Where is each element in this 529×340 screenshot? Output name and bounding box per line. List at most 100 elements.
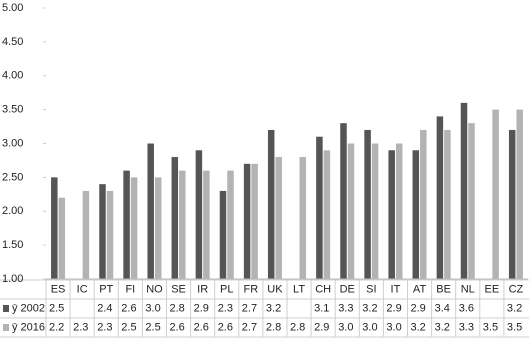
- bar: [58, 197, 66, 279]
- table-value: 2.5: [49, 302, 64, 314]
- bar: [51, 177, 58, 279]
- bar: [130, 177, 138, 279]
- table-value: 3.3: [338, 302, 353, 314]
- bar: [123, 170, 130, 279]
- legend-label: ȳ 2016: [12, 321, 45, 333]
- y-tick-label: 2.00: [2, 205, 23, 217]
- table-value: 2.9: [194, 302, 209, 314]
- y-tick-label: 4.00: [2, 70, 23, 82]
- table-value: 3.0: [362, 321, 377, 333]
- bar: [154, 177, 162, 279]
- table-value: 2.8: [170, 302, 185, 314]
- table-value: 3.4: [435, 302, 450, 314]
- table-value: 2.8: [290, 321, 305, 333]
- x-tick-label: IC: [77, 283, 88, 295]
- bar: [444, 129, 451, 279]
- bar: [203, 170, 210, 279]
- bar: [82, 190, 90, 279]
- bar: [371, 143, 379, 279]
- bar: [347, 143, 355, 279]
- table-value: 2.6: [218, 321, 233, 333]
- bar: [436, 116, 444, 280]
- x-tick-label: CZ: [509, 283, 524, 295]
- bar: [508, 129, 516, 279]
- x-tick-label: UK: [267, 283, 283, 295]
- table-value: 2.8: [266, 321, 281, 333]
- bar: [179, 170, 186, 279]
- x-tick-label: PL: [220, 283, 233, 295]
- legend-swatch: [3, 324, 9, 331]
- bar: [316, 136, 323, 279]
- x-tick-label: CH: [315, 283, 331, 295]
- bar: [243, 163, 251, 279]
- bar: [395, 143, 403, 279]
- table-value: 2.3: [97, 321, 112, 333]
- table-value: 2.7: [242, 321, 257, 333]
- table-value: 3.5: [507, 321, 522, 333]
- table-value: 3.0: [386, 321, 401, 333]
- table-value: 2.9: [386, 302, 401, 314]
- bar: [420, 129, 427, 279]
- y-tick-label: 1.00: [2, 273, 23, 285]
- x-tick-label: PT: [99, 283, 113, 295]
- bar: [412, 150, 420, 279]
- bar: [340, 123, 347, 279]
- y-tick-label: 2.50: [2, 171, 23, 183]
- legend-swatch: [3, 305, 9, 312]
- table-value: 3.2: [411, 321, 426, 333]
- bar: [323, 150, 331, 279]
- table-value: 3.2: [362, 302, 377, 314]
- bar: [147, 143, 154, 279]
- table-value: 2.5: [145, 321, 160, 333]
- y-tick-label: 1.50: [2, 239, 23, 251]
- bar: [219, 190, 227, 279]
- x-tick-label: NO: [146, 283, 163, 295]
- table-value: 2.9: [411, 302, 426, 314]
- table-value: 3.3: [459, 321, 474, 333]
- x-tick-label: FI: [125, 283, 135, 295]
- table-value: 2.7: [242, 302, 257, 314]
- bar: [267, 129, 275, 279]
- y-tick-label: 4.50: [2, 36, 23, 48]
- bar: [299, 157, 307, 279]
- table-value: 3.0: [338, 321, 353, 333]
- table-value: 3.2: [435, 321, 450, 333]
- x-tick-label: DE: [340, 283, 355, 295]
- x-tick-label: IT: [391, 283, 401, 295]
- bar: [99, 184, 106, 279]
- bar: [251, 163, 258, 279]
- x-tick-label: EE: [485, 283, 500, 295]
- bar: [106, 190, 114, 279]
- table-value: 3.0: [145, 302, 160, 314]
- y-tick-label: 3.50: [2, 104, 23, 116]
- bar: [460, 102, 468, 279]
- table-value: 2.4: [97, 302, 112, 314]
- x-tick-label: BE: [436, 283, 451, 295]
- table-value: 2.9: [314, 321, 329, 333]
- y-tick-label: 3.00: [2, 137, 23, 149]
- table-value: 2.6: [194, 321, 209, 333]
- x-tick-label: FR: [244, 283, 259, 295]
- bar: [364, 129, 371, 279]
- x-tick-label: AT: [413, 283, 427, 295]
- x-tick-label: IR: [197, 283, 208, 295]
- x-tick-label: SE: [171, 283, 186, 295]
- table-value: 2.3: [73, 321, 88, 333]
- table-value: 3.5: [483, 321, 498, 333]
- x-tick-label: ES: [51, 283, 66, 295]
- table-value: 3.2: [507, 302, 522, 314]
- table-value: 3.2: [266, 302, 281, 314]
- table-value: 2.6: [121, 302, 136, 314]
- bar: [468, 123, 475, 279]
- table-value: 2.6: [170, 321, 185, 333]
- x-tick-label: LT: [293, 283, 305, 295]
- table-value: 2.2: [49, 321, 64, 333]
- bar: [227, 170, 234, 279]
- y-tick-label: 5.00: [2, 2, 23, 14]
- bar: [171, 157, 179, 279]
- x-tick-label: NL: [461, 283, 475, 295]
- table-value: 3.6: [459, 302, 474, 314]
- table-value: 2.3: [218, 302, 233, 314]
- bar: [516, 109, 523, 279]
